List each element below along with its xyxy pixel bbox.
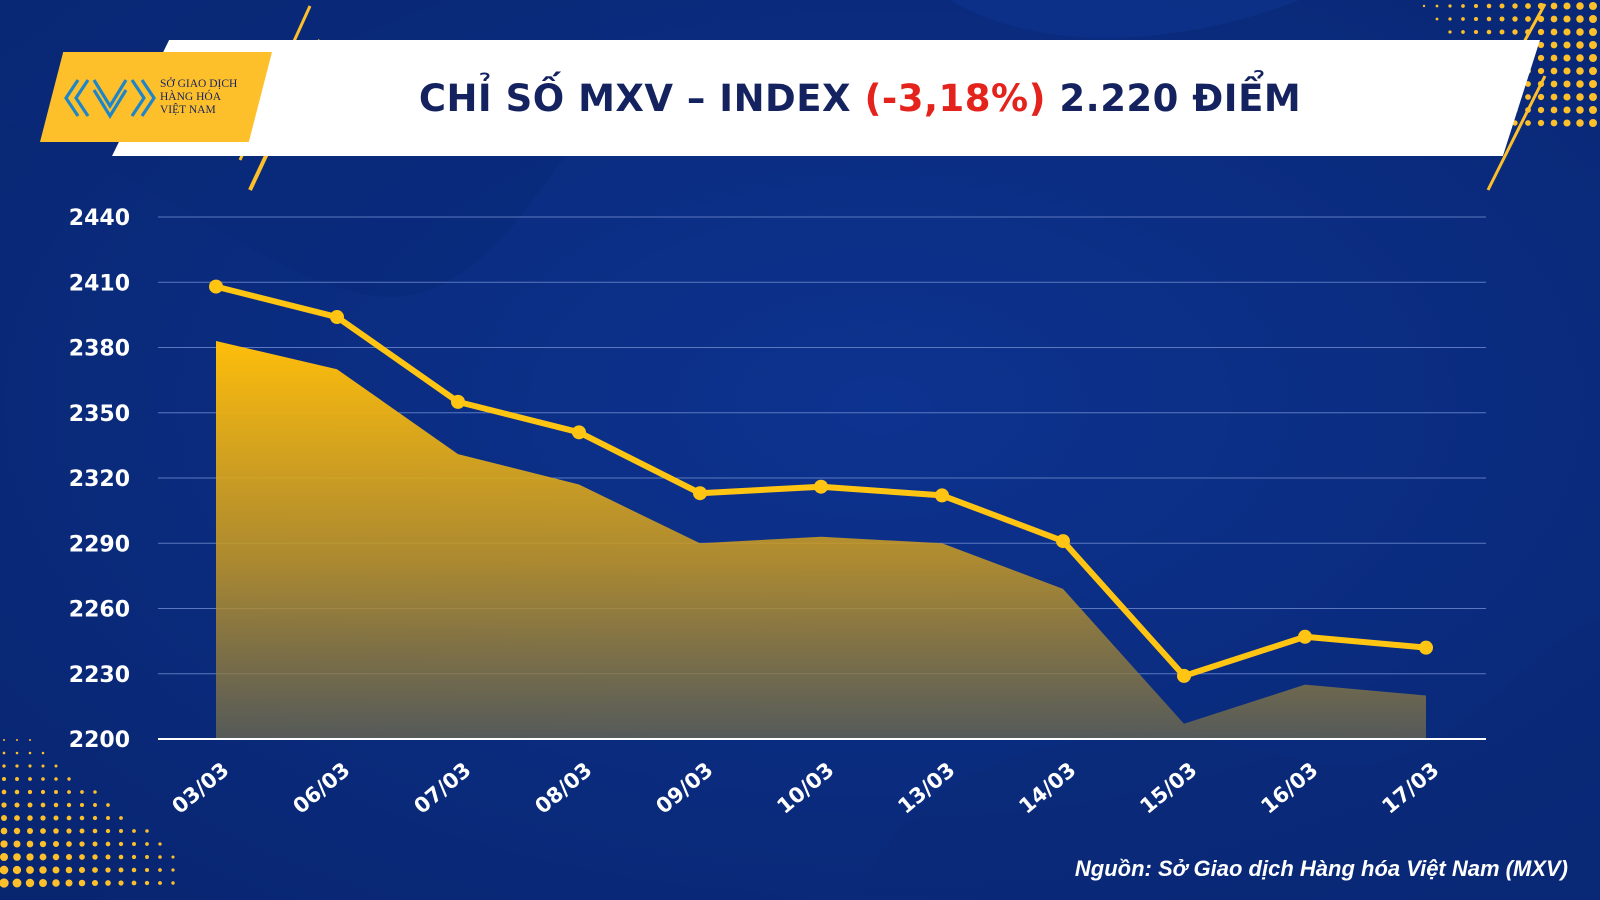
source-note: Nguồn: Sở Giao dịch Hàng hóa Việt Nam (M… [1074,856,1568,881]
x-tick-label: 16/03 [1256,758,1322,819]
x-tick-label: 14/03 [1014,758,1080,819]
x-tick-label: 09/03 [651,758,717,819]
dot-pattern-bottom-left [0,739,175,888]
y-tick-label: 2350 [69,402,130,427]
y-tick-label: 2440 [69,206,130,231]
shaded-area [216,340,1426,739]
y-tick-label: 2410 [69,271,130,296]
data-point [209,279,223,294]
x-tick-label: 15/03 [1135,758,1201,819]
data-point [451,394,465,409]
data-point [572,425,586,440]
x-tick-label: 07/03 [409,758,475,819]
y-tick-label: 2230 [69,663,130,688]
y-tick-label: 2380 [69,337,130,362]
data-point [1056,534,1070,549]
logo-text-line1: SỞ GIAO DỊCH [160,78,238,90]
title-value: 2.220 ĐIỂM [1059,76,1302,120]
title-change-percent: (-3,18%) [864,76,1046,120]
x-tick-label: 08/03 [530,758,596,819]
title-banner [112,40,1540,156]
logo-text-line2: HÀNG HÓA [160,91,222,103]
data-point [330,310,344,325]
data-point [1177,668,1191,683]
data-point [1298,629,1312,644]
mxv-logo-icon [64,79,156,120]
y-tick-label: 2290 [69,532,130,557]
data-point [935,488,949,503]
logo-text: SỞ GIAO DỊCH HÀNG HÓA VIỆT NAM [160,78,270,117]
x-tick-label: 03/03 [167,758,233,819]
x-tick-label: 06/03 [288,758,354,819]
page-title: CHỈ SỐ MXV – INDEX (-3,18%) 2.220 ĐIỂM [330,58,1390,138]
dot-pattern-top-right [1422,2,1597,127]
x-tick-label: 10/03 [772,758,838,819]
x-tick-label: 17/03 [1377,758,1443,819]
x-tick-label: 13/03 [893,758,959,819]
logo-box [40,52,272,142]
title-prefix: CHỈ SỐ MXV – INDEX [418,76,852,120]
y-tick-label: 2200 [69,728,130,753]
accent-stroke [1486,75,1547,191]
y-tick-label: 2320 [69,467,130,492]
y-tick-label: 2260 [69,598,130,623]
data-point [814,479,828,494]
data-point [1419,640,1433,655]
data-point [693,486,707,501]
logo-text-line3: VIỆT NAM [160,104,216,116]
